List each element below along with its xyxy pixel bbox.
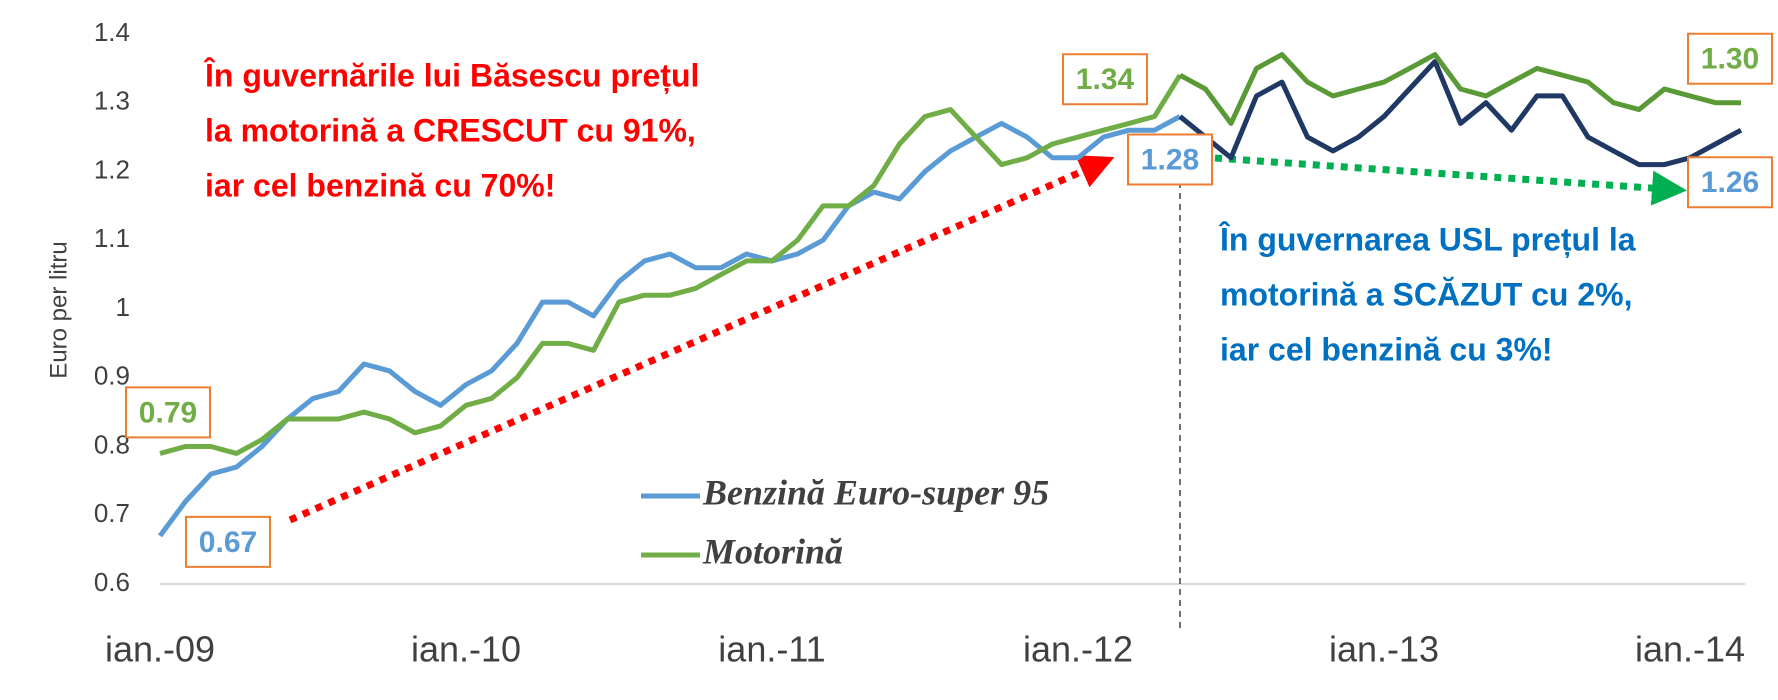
value-label: 0.79 bbox=[139, 396, 197, 429]
y-tick-label: 0.9 bbox=[94, 361, 130, 391]
value-label-box bbox=[1687, 156, 1773, 209]
x-tick-label: ian.-09 bbox=[105, 629, 215, 670]
y-axis-label: Euro per litru bbox=[45, 241, 72, 378]
y-tick-label: 1.3 bbox=[94, 86, 130, 116]
trend-arrow bbox=[288, 155, 1115, 524]
annotation: iar cel benzină cu 70%! bbox=[205, 167, 555, 203]
series-line bbox=[159, 73, 1183, 456]
value-label-box bbox=[1127, 133, 1213, 186]
y-tick-label: 1.4 bbox=[94, 17, 130, 47]
value-label: 1.30 bbox=[1701, 43, 1759, 76]
value-label: 0.67 bbox=[199, 526, 257, 559]
series-line bbox=[157, 114, 1182, 538]
x-tick-label: ian.-14 bbox=[1635, 629, 1745, 670]
y-tick-label: 0.6 bbox=[94, 567, 130, 597]
value-label-box bbox=[1687, 32, 1773, 85]
annotation: În guvernările lui Băsescu prețul bbox=[203, 57, 699, 93]
x-tick-label: ian.-13 bbox=[1329, 629, 1439, 670]
trend-arrow bbox=[1214, 154, 1687, 206]
x-tick-label: ian.-12 bbox=[1023, 629, 1133, 670]
series-line bbox=[1178, 52, 1741, 126]
y-tick-label: 1 bbox=[116, 292, 130, 322]
value-label-box bbox=[1062, 53, 1148, 106]
y-tick-label: 1.1 bbox=[94, 223, 130, 253]
value-label-box bbox=[185, 515, 271, 568]
annotation: la motorină a CRESCUT cu 91%, bbox=[205, 112, 696, 148]
y-tick-label: 0.8 bbox=[94, 429, 130, 459]
y-tick-label: 0.7 bbox=[94, 498, 130, 528]
y-tick-label: 1.2 bbox=[94, 154, 130, 184]
value-label: 1.34 bbox=[1076, 63, 1135, 96]
x-tick-label: ian.-11 bbox=[718, 629, 825, 670]
annotation: motorină a SCĂZUT cu 2%, bbox=[1220, 276, 1633, 312]
legend-label: Benzină Euro-super 95 bbox=[702, 472, 1049, 512]
value-label: 1.28 bbox=[1141, 143, 1199, 176]
value-label: 1.26 bbox=[1701, 166, 1759, 199]
series-line bbox=[1178, 59, 1743, 168]
annotation: În guvernarea USL prețul la bbox=[1218, 221, 1636, 257]
annotation: iar cel benzină cu 3%! bbox=[1220, 331, 1553, 367]
legend-label: Motorină bbox=[702, 531, 843, 571]
value-label-box bbox=[125, 386, 211, 439]
x-tick-label: ian.-10 bbox=[411, 629, 521, 670]
